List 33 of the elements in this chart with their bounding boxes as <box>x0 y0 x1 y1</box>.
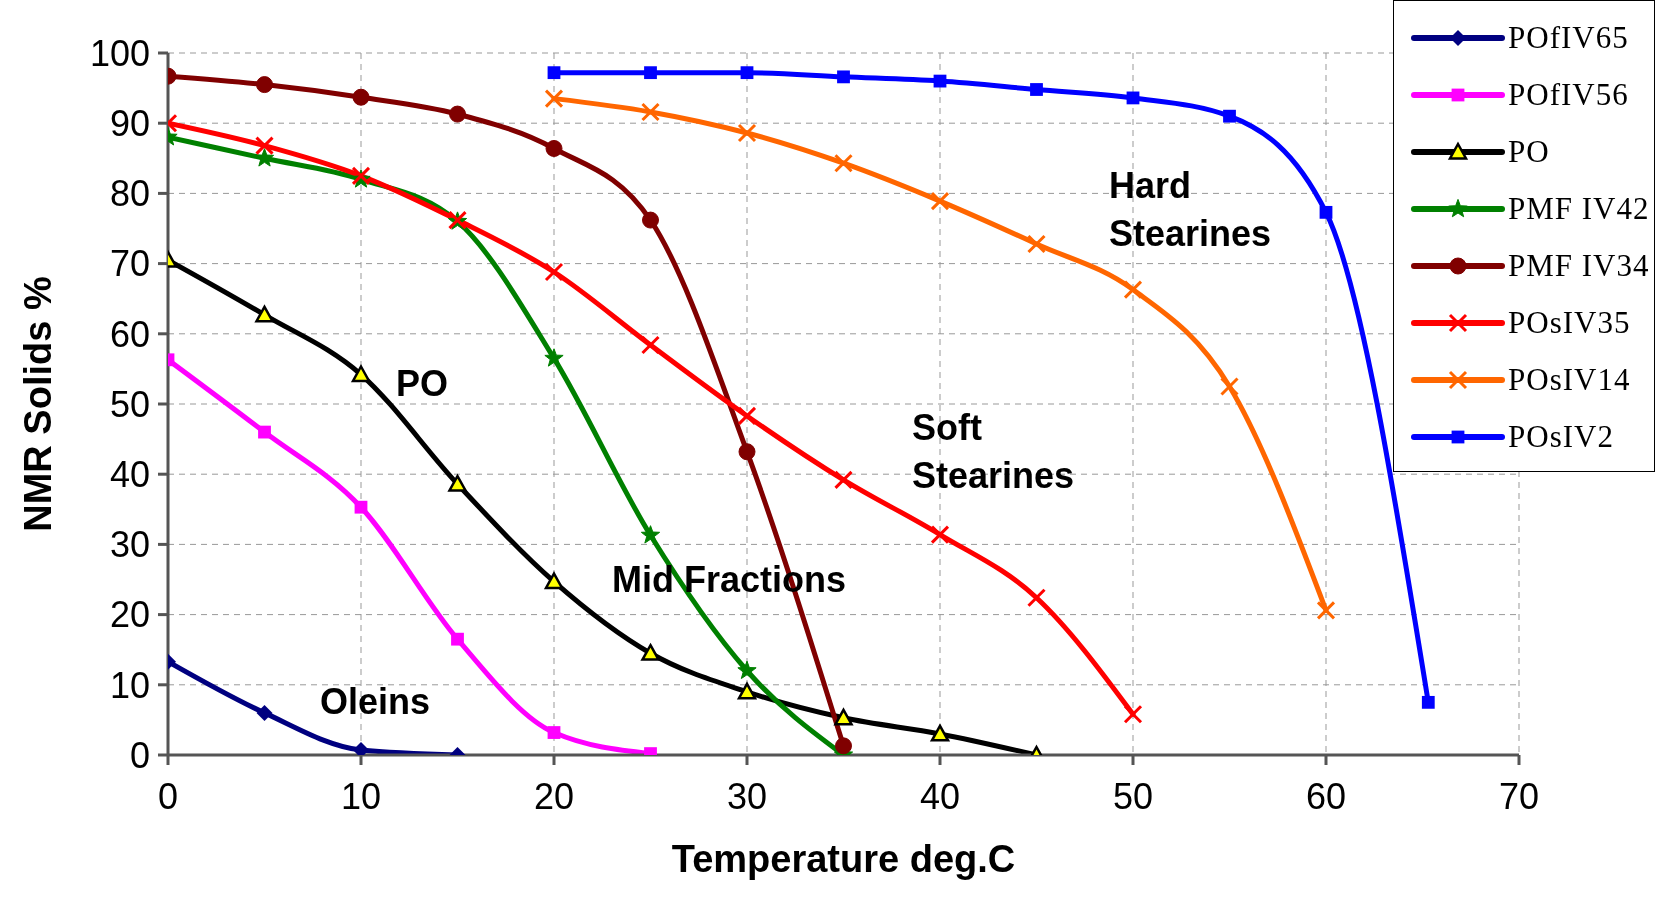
legend-label: POfIV65 <box>1508 19 1629 56</box>
x-tick-label: 0 <box>157 775 179 817</box>
legend-label: PMF IV42 <box>1508 190 1650 227</box>
y-tick-label: 90 <box>109 102 150 144</box>
y-tick-label: 30 <box>109 524 150 566</box>
y-axis-title: NMR Solids % <box>16 276 60 532</box>
legend-label: PMF IV34 <box>1508 247 1650 284</box>
x-tick-label: 30 <box>726 775 768 817</box>
annotation: Soft Stearines <box>912 406 1076 498</box>
y-tick-label: 40 <box>109 453 150 495</box>
x-tick-label: 10 <box>340 775 382 817</box>
x-tick-label: 40 <box>919 775 961 817</box>
x-tick-label: 70 <box>1498 775 1540 817</box>
y-tick-label: 80 <box>109 173 150 215</box>
x-tick-label: 50 <box>1112 775 1154 817</box>
legend-label: POsIV2 <box>1508 418 1614 455</box>
y-tick-label: 70 <box>109 243 150 285</box>
y-tick-label: 50 <box>109 383 150 425</box>
legend-label: POfIV56 <box>1508 76 1629 113</box>
y-tick-label: 0 <box>129 734 150 776</box>
x-axis-title: Temperature deg.C <box>670 838 1017 881</box>
annotation: PO <box>396 362 449 406</box>
y-tick-label: 60 <box>109 313 150 355</box>
annotation: Hard Stearines <box>1109 164 1273 256</box>
y-tick-label: 10 <box>109 664 150 706</box>
legend-label: POsIV14 <box>1508 361 1631 398</box>
legend-label: POsIV35 <box>1508 304 1631 341</box>
y-tick-label: 100 <box>89 32 150 74</box>
annotation: Oleins <box>320 680 432 724</box>
x-tick-label: 20 <box>533 775 575 817</box>
legend-label: PO <box>1508 133 1550 170</box>
x-tick-label: 60 <box>1305 775 1347 817</box>
y-tick-label: 20 <box>109 594 150 636</box>
